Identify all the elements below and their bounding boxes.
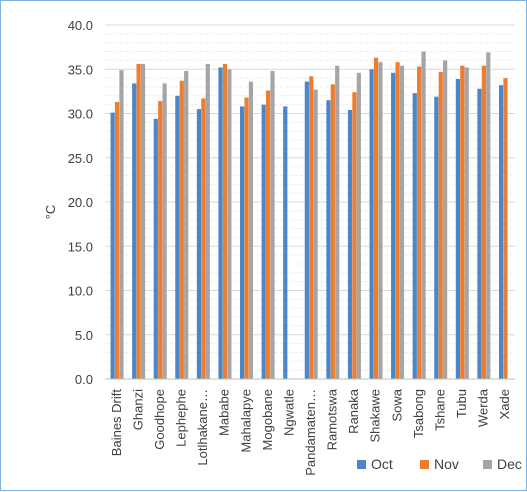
bar-nov-tubu (460, 65, 465, 380)
legend-swatch-oct (357, 460, 366, 469)
bar-nov-lephephe (179, 80, 184, 379)
bar-nov-tsabong (417, 66, 422, 379)
bar-oct-lephephe (175, 95, 180, 380)
bar-oct-tsabong (412, 93, 417, 380)
x-tick-label: Ranaka (346, 388, 361, 434)
bar-dec-ranaka (356, 72, 361, 379)
bar-oct-mahalapye (240, 106, 245, 380)
bar-oct-sowa (391, 72, 396, 379)
bar-oct-tubu (455, 78, 460, 380)
bar-dec-tsabong (421, 51, 426, 380)
x-tick-label: Tubu (454, 389, 469, 418)
bar-nov-tshane (438, 71, 443, 380)
x-tick-label: Lephephe (174, 389, 189, 447)
x-tick-label: Pandamaten… (303, 389, 318, 476)
bar-oct-ngwatle (283, 106, 288, 380)
bar-oct-mababe (218, 67, 223, 379)
bar-dec-lotlhakane (205, 63, 210, 379)
bar-nov-ghanzi (136, 63, 141, 379)
y-tick-label: 25.0 (68, 151, 93, 166)
bar-dec-mababe (227, 69, 232, 379)
bar-oct-baines-drift (110, 112, 115, 380)
bar-oct-xade (498, 85, 504, 380)
x-tick-label: Tsabong (411, 389, 426, 438)
bar-oct-shakawe (369, 69, 374, 379)
bar-nov-ramotswa (330, 84, 335, 380)
y-tick-label: 20.0 (68, 195, 93, 210)
x-tick-label: Lotlhakane… (195, 389, 210, 466)
bar-oct-tshane (434, 96, 439, 379)
bar-oct-werda (477, 88, 482, 379)
bar-nov-ranaka (352, 92, 357, 379)
bar-dec-ramotswa (335, 65, 340, 380)
bar-nov-pandamaten (309, 76, 314, 379)
legend-swatch-nov (420, 460, 429, 469)
bar-nov-goodhope (158, 101, 163, 380)
x-tick-label: Tshane (433, 389, 448, 431)
bar-nov-mogobane (266, 90, 271, 380)
legend-label-nov: Nov (434, 456, 459, 472)
bar-dec-baines-drift (119, 70, 124, 379)
y-tick-label: 35.0 (68, 62, 93, 77)
bar-nov-mahalapye (244, 97, 249, 379)
bar-oct-ramotswa (326, 100, 331, 379)
bar-dec-goodhope (162, 83, 167, 379)
x-tick-label: Ghanzi (130, 389, 145, 430)
bar-nov-xade (503, 78, 508, 379)
x-tick-label: Mababe (217, 389, 232, 436)
x-tick-label: Shakawe (368, 389, 383, 442)
y-axis-title: °C (43, 205, 58, 220)
x-tick-label: Baines Drift (109, 389, 124, 457)
x-tick-label: Mogobane (260, 389, 275, 450)
bar-oct-mogobane (261, 104, 266, 380)
x-tick-label: Goodhope (152, 389, 167, 450)
bar-dec-sowa (399, 65, 405, 380)
bar-dec-tubu (464, 67, 469, 379)
x-tick-label: Ngwatle (281, 389, 296, 436)
bar-dec-ghanzi (140, 63, 146, 379)
bar-dec-werda (486, 52, 491, 379)
bar-nov-baines-drift (114, 102, 120, 379)
bar-oct-lotlhakane (196, 109, 202, 379)
x-tick-label: Xade (497, 389, 512, 419)
bar-dec-pandamaten (313, 89, 318, 379)
legend-label-oct: Oct (371, 456, 393, 472)
bar-dec-mogobane (270, 71, 275, 380)
bar-nov-sowa (395, 62, 400, 380)
x-tick-label: Ramotswa (325, 388, 340, 450)
x-tick-label: Mahalapye (238, 389, 253, 453)
bar-oct-pandamaten (304, 81, 309, 379)
bar-nov-shakawe (373, 57, 379, 379)
y-tick-label: 30.0 (68, 107, 93, 122)
bar-dec-lephephe (184, 71, 189, 380)
bar-nov-lotlhakane (201, 98, 206, 379)
y-tick-label: 15.0 (68, 239, 93, 254)
y-tick-label: 5.0 (75, 328, 93, 343)
x-tick-label: Sowa (389, 388, 404, 421)
bar-dec-mahalapye (248, 81, 254, 379)
legend-swatch-dec (483, 460, 492, 469)
y-tick-label: 0.0 (75, 372, 93, 387)
bar-dec-shakawe (378, 62, 383, 380)
bar-nov-mababe (222, 63, 228, 379)
axes: 0.0 5.0 10.0 15.0 20.0 25.0 30.0 35.0 40.0 °C Bain… (43, 18, 515, 476)
bar-nov-werda (481, 65, 486, 380)
y-tick-label: 40.0 (68, 18, 93, 33)
bar-dec-tshane (443, 60, 448, 380)
bars (110, 51, 508, 380)
legend-label-dec: Dec (497, 456, 522, 472)
bar-oct-goodhope (153, 118, 158, 379)
y-tick-label: 10.0 (68, 284, 93, 299)
legend: Oct Nov Dec (357, 456, 522, 472)
bar-oct-ranaka (347, 109, 353, 380)
x-tick-label: Werda (476, 388, 491, 427)
bar-oct-ghanzi (132, 83, 137, 379)
